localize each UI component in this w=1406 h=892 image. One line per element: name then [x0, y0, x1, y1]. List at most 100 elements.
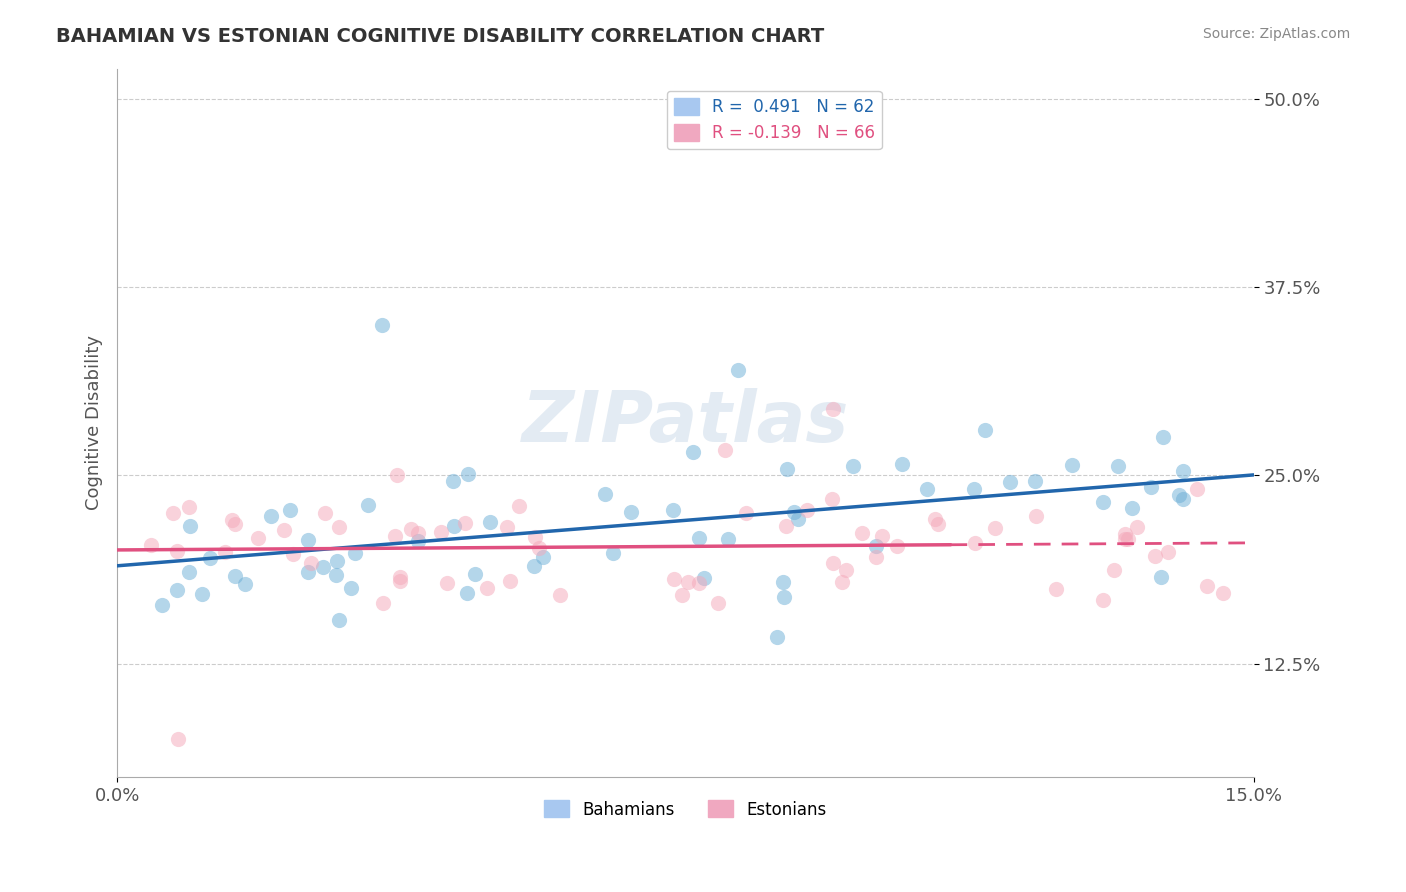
Point — [688, 531, 710, 545]
Point — [678, 574, 700, 589]
Point — [399, 522, 422, 536]
Point — [179, 519, 201, 533]
Point — [214, 545, 236, 559]
Point — [735, 506, 758, 520]
Point — [456, 586, 478, 600]
Point — [1025, 509, 1047, 524]
Point — [693, 571, 716, 585]
Point — [388, 574, 411, 589]
Point — [312, 560, 335, 574]
Point — [707, 596, 730, 610]
Point — [475, 581, 498, 595]
Point — [221, 513, 243, 527]
Point — [328, 613, 350, 627]
Point — [389, 570, 412, 584]
Point — [821, 491, 844, 506]
Point — [162, 506, 184, 520]
Point — [865, 549, 887, 564]
Point — [531, 549, 554, 564]
Point — [224, 569, 246, 583]
Point — [166, 732, 188, 747]
Point — [835, 563, 858, 577]
Point — [523, 559, 546, 574]
Point — [478, 515, 501, 529]
Point — [508, 499, 530, 513]
Point — [371, 318, 394, 332]
Point — [297, 566, 319, 580]
Point — [343, 546, 366, 560]
Point — [998, 475, 1021, 489]
Point — [523, 531, 546, 545]
Point — [841, 459, 863, 474]
Point — [890, 457, 912, 471]
Point — [406, 526, 429, 541]
Point — [963, 536, 986, 550]
Point — [278, 503, 301, 517]
Point — [1060, 458, 1083, 473]
Point — [671, 588, 693, 602]
Point — [927, 517, 949, 532]
Point — [796, 502, 818, 516]
Legend: Bahamians, Estonians: Bahamians, Estonians — [537, 794, 834, 825]
Point — [831, 575, 853, 590]
Point — [454, 516, 477, 530]
Point — [325, 567, 347, 582]
Point — [1152, 430, 1174, 444]
Point — [1114, 526, 1136, 541]
Point — [619, 505, 641, 519]
Point — [661, 503, 683, 517]
Point — [917, 482, 939, 496]
Point — [150, 598, 173, 612]
Point — [714, 442, 737, 457]
Point — [775, 519, 797, 533]
Point — [963, 482, 986, 496]
Point — [1126, 520, 1149, 534]
Point — [886, 539, 908, 553]
Point — [339, 581, 361, 595]
Point — [246, 531, 269, 545]
Point — [851, 525, 873, 540]
Point — [498, 574, 520, 588]
Point — [273, 523, 295, 537]
Point — [688, 575, 710, 590]
Text: BAHAMIAN VS ESTONIAN COGNITIVE DISABILITY CORRELATION CHART: BAHAMIAN VS ESTONIAN COGNITIVE DISABILIT… — [56, 27, 824, 45]
Point — [1121, 500, 1143, 515]
Point — [1114, 532, 1136, 546]
Point — [371, 595, 394, 609]
Point — [548, 588, 571, 602]
Point — [260, 508, 283, 523]
Point — [865, 539, 887, 553]
Point — [436, 576, 458, 591]
Point — [773, 591, 796, 605]
Point — [166, 544, 188, 558]
Point — [870, 529, 893, 543]
Point — [1139, 480, 1161, 494]
Point — [682, 445, 704, 459]
Point — [527, 541, 550, 555]
Point — [191, 587, 214, 601]
Point — [281, 547, 304, 561]
Point — [1157, 545, 1180, 559]
Point — [1091, 593, 1114, 607]
Point — [408, 534, 430, 549]
Point — [1116, 532, 1139, 546]
Point — [1167, 488, 1189, 502]
Point — [766, 631, 789, 645]
Point — [1102, 562, 1125, 576]
Point — [593, 486, 616, 500]
Point — [1091, 494, 1114, 508]
Point — [973, 423, 995, 437]
Point — [1024, 474, 1046, 488]
Point — [464, 566, 486, 581]
Point — [233, 576, 256, 591]
Point — [1173, 491, 1195, 506]
Point — [1185, 483, 1208, 497]
Point — [387, 468, 409, 483]
Point — [717, 532, 740, 546]
Point — [326, 554, 349, 568]
Point — [314, 506, 336, 520]
Point — [772, 574, 794, 589]
Point — [384, 529, 406, 543]
Point — [984, 520, 1007, 534]
Point — [823, 556, 845, 570]
